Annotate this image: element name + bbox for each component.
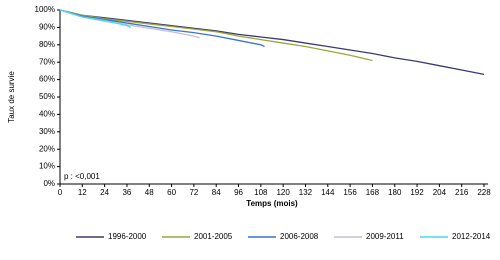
x-tick-label: 36 xyxy=(122,188,131,197)
x-axis-label: Temps (mois) xyxy=(246,199,298,208)
y-tick-label: 0% xyxy=(43,179,55,188)
x-tick-label: 216 xyxy=(455,188,469,197)
x-tick-label: 228 xyxy=(477,188,491,197)
x-tick-label: 96 xyxy=(234,188,243,197)
survival-curve xyxy=(59,9,265,48)
x-tick-label: 120 xyxy=(276,188,290,197)
x-tick-label: 156 xyxy=(343,188,357,197)
x-tick-label: 48 xyxy=(145,188,154,197)
survival-curve xyxy=(59,9,131,28)
x-tick-label: 108 xyxy=(254,188,268,197)
survival-curve xyxy=(59,9,373,62)
legend-label: 1996-2000 xyxy=(108,232,147,241)
x-tick-label: 168 xyxy=(366,188,380,197)
y-tick-label: 40% xyxy=(39,110,55,119)
x-tick-label: 72 xyxy=(189,188,198,197)
annotation: p : <0,001 xyxy=(64,172,100,181)
legend-label: 2001-2005 xyxy=(194,232,233,241)
survival-curve xyxy=(59,9,485,76)
y-tick-label: 90% xyxy=(39,23,55,32)
x-tick-label: 192 xyxy=(410,188,424,197)
x-tick-label: 84 xyxy=(212,188,221,197)
x-tick-label: 132 xyxy=(299,188,313,197)
x-tick-label: 24 xyxy=(100,188,109,197)
y-tick-label: 50% xyxy=(39,92,55,101)
x-tick-label: 12 xyxy=(78,188,87,197)
y-axis-label: Taux de survie xyxy=(7,71,16,123)
y-tick-label: 20% xyxy=(39,144,55,153)
x-tick-label: 204 xyxy=(433,188,447,197)
y-tick-label: 80% xyxy=(39,40,55,49)
y-tick-label: 10% xyxy=(39,162,55,171)
y-tick-label: 100% xyxy=(35,5,55,14)
legend-label: 2012-2014 xyxy=(452,232,491,241)
x-tick-label: 144 xyxy=(321,188,335,197)
legend-label: 2006-2008 xyxy=(280,232,319,241)
x-tick-label: 60 xyxy=(167,188,176,197)
y-tick-label: 60% xyxy=(39,75,55,84)
y-tick-label: 30% xyxy=(39,127,55,136)
y-tick-label: 70% xyxy=(39,57,55,66)
legend-label: 2009-2011 xyxy=(366,232,404,241)
x-tick-label: 180 xyxy=(388,188,402,197)
x-tick-label: 0 xyxy=(58,188,63,197)
